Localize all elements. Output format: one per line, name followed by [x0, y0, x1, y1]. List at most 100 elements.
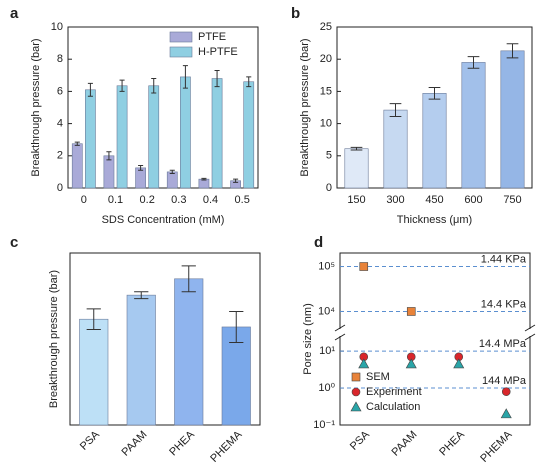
reference-label: 14.4 KPa — [481, 298, 527, 310]
y-tick-label: 10⁰ — [318, 382, 335, 394]
axis-frame — [69, 252, 261, 426]
axis-frame — [67, 26, 259, 189]
x-tick-label: PSA — [348, 428, 373, 453]
y-tick-label: 10 — [51, 21, 63, 33]
error-bar — [229, 310, 244, 343]
bar — [174, 278, 204, 426]
axis-frame — [339, 252, 531, 426]
x-tick-label: 300 — [386, 194, 404, 206]
x-axis-label: SDS Concentration (mM) — [102, 214, 225, 226]
bar — [198, 178, 210, 189]
y-tick-label: 8 — [57, 53, 63, 65]
y-tick-label: 10¹ — [319, 345, 335, 357]
y-tick-label: 5 — [326, 150, 332, 162]
error-bar — [428, 87, 441, 100]
x-tick-label: 150 — [347, 194, 365, 206]
bar — [116, 85, 128, 189]
legend-marker — [350, 401, 362, 412]
marker — [358, 358, 370, 369]
error-bar — [151, 78, 157, 94]
legend-label: SEM — [366, 371, 390, 383]
y-tick-label: 25 — [320, 21, 332, 33]
legend-marker — [351, 387, 361, 397]
marker — [501, 387, 511, 396]
error-bar — [214, 69, 220, 88]
y-tick-label: 6 — [57, 85, 63, 97]
error-bar — [350, 146, 363, 151]
error-bar — [181, 265, 196, 293]
panel-label: a — [10, 5, 19, 22]
bar — [79, 318, 109, 426]
x-tick-label: 0.5 — [235, 194, 250, 206]
x-tick-label: PHEA — [167, 428, 197, 458]
y-tick-label: 10⁵ — [318, 260, 335, 272]
error-bar — [467, 56, 480, 69]
x-tick-label: PHEMA — [478, 428, 515, 465]
y-tick-label: 15 — [320, 85, 332, 97]
x-tick-label: 0 — [81, 194, 87, 206]
y-axis-label: Pore size (nm) — [302, 303, 314, 375]
y-tick-label: 0 — [57, 182, 63, 194]
bar — [166, 171, 178, 189]
bar — [85, 89, 96, 189]
error-bar — [201, 177, 207, 181]
x-tick-label: PAAM — [389, 429, 419, 459]
x-tick-label: 0.1 — [108, 194, 123, 206]
error-bar — [169, 169, 175, 175]
x-tick-label: PHEA — [437, 428, 467, 458]
y-axis-label: Breakthrough pressure (bar) — [48, 270, 60, 408]
bar — [71, 143, 83, 189]
bar — [344, 148, 369, 189]
error-bar — [106, 151, 112, 161]
legend-label: Experiment — [366, 386, 422, 398]
y-tick-label: 2 — [57, 150, 63, 162]
bar — [422, 93, 447, 189]
error-bar — [119, 79, 125, 92]
bar — [103, 155, 115, 189]
legend-marker — [351, 372, 361, 382]
panel-label: d — [314, 234, 323, 251]
reference-label: 14.4 MPa — [479, 338, 527, 350]
y-tick-label: 4 — [57, 118, 63, 130]
marker — [453, 358, 465, 369]
axis-break — [334, 324, 346, 341]
y-tick-label: 10⁴ — [318, 305, 335, 317]
error-bar — [182, 65, 188, 89]
bar — [500, 50, 525, 189]
x-tick-label: 600 — [464, 194, 482, 206]
panel-label: b — [291, 5, 300, 22]
marker — [405, 358, 417, 369]
x-tick-label: 450 — [425, 194, 443, 206]
error-bar — [74, 141, 80, 146]
y-tick-label: 0 — [326, 182, 332, 194]
legend-swatch — [169, 31, 193, 43]
y-axis-label: Breakthrough pressure (bar) — [299, 38, 311, 176]
x-tick-label: PHEMA — [208, 428, 245, 465]
error-bar — [134, 291, 149, 300]
legend-label: H-PTFE — [198, 46, 238, 58]
reference-label: 1.44 KPa — [481, 253, 527, 265]
error-bar — [86, 308, 101, 331]
error-bar — [506, 43, 519, 59]
bar — [148, 85, 160, 189]
legend-swatch — [169, 46, 193, 58]
y-axis-label: Breakthrough pressure (bar) — [30, 38, 42, 176]
x-tick-label: 0.2 — [140, 194, 155, 206]
marker — [359, 262, 369, 271]
bar — [211, 78, 223, 189]
x-tick-label: 750 — [503, 194, 521, 206]
axis-break — [524, 324, 536, 341]
x-tick-label: PAAM — [119, 429, 149, 459]
error-bar — [87, 82, 93, 97]
bar — [383, 109, 408, 189]
y-tick-label: 10 — [320, 118, 332, 130]
bar — [243, 81, 255, 189]
y-tick-label: 20 — [320, 53, 332, 65]
error-bar — [389, 103, 402, 118]
x-tick-label: 0.4 — [203, 194, 218, 206]
bar — [180, 76, 191, 189]
y-tick-label: 10⁻¹ — [313, 419, 335, 431]
marker — [406, 307, 416, 316]
bar — [221, 326, 251, 426]
